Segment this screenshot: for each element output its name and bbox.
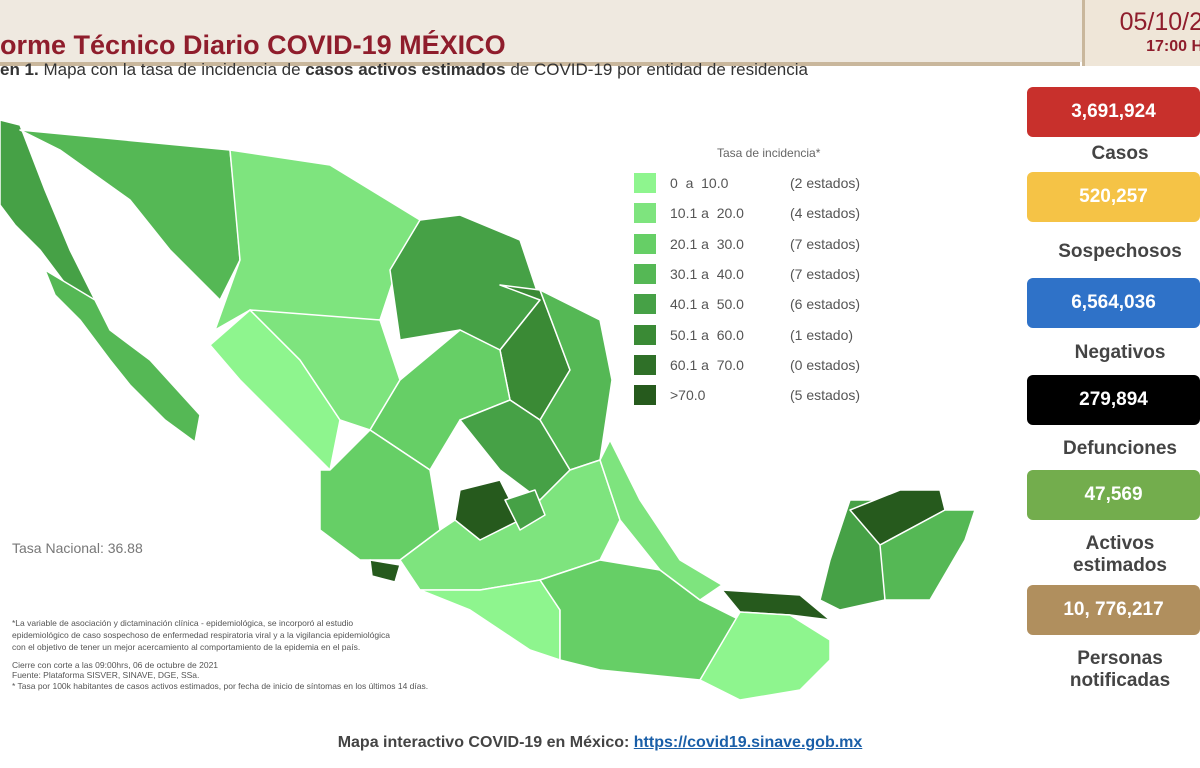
- stat-label: Personas notificadas: [1069, 648, 1171, 691]
- legend-range: 0 a 10.0: [670, 175, 729, 191]
- stat-label: Negativos: [1074, 342, 1166, 363]
- legend-count: (4 estados): [790, 205, 861, 222]
- stat-value: 6,564,036: [1027, 278, 1200, 328]
- subtitle-part: casos activos estimados: [305, 60, 506, 79]
- legend-range: 40.1 a 50.0: [670, 296, 744, 313]
- footnote: *La variable de asociación y dictaminaci…: [12, 618, 354, 628]
- legend-swatch: [634, 203, 656, 224]
- stat-value: 10, 776,217: [1027, 585, 1200, 635]
- legend-range: 30.1 a 40.0: [670, 265, 744, 282]
- title: orme Técnico Diario COVID-19 MÉXICO: [0, 30, 506, 60]
- legend-swatch: [634, 263, 656, 284]
- legend-count: (1 estado): [790, 326, 854, 343]
- legend-swatch: [634, 324, 656, 345]
- state: [369, 329, 511, 471]
- legend-swatch: [634, 233, 656, 254]
- legend-count: (2 estados): [790, 175, 861, 191]
- time: 17:00 H: [1146, 38, 1200, 55]
- header-band: [0, 0, 1200, 62]
- stat-label: Casos: [1091, 143, 1149, 164]
- date-box: 05/10/2 17:00 H: [1082, 0, 1200, 66]
- footnote: con el objetivo de tener un mejor acerca…: [12, 642, 361, 652]
- national-rate: Tasa Nacional: 36.88: [12, 540, 143, 556]
- legend-range: >70.0: [670, 387, 706, 404]
- header-rule: [0, 62, 1080, 66]
- state: [879, 509, 976, 601]
- footnote: epidemiológico de caso sospechoso de enf…: [12, 630, 390, 640]
- state: [504, 489, 546, 531]
- legend-title: Tasa de incidencia*: [717, 146, 821, 160]
- legend-swatch: [634, 294, 656, 315]
- state: [214, 149, 421, 331]
- state: [454, 479, 521, 541]
- footer-link[interactable]: https://covid19.sinave.gob.mx: [633, 734, 863, 751]
- legend-range: 10.1 a 20.0: [670, 205, 744, 222]
- stat-value: 47,569: [1027, 470, 1200, 520]
- stat-label: Activos estimados: [1073, 533, 1167, 576]
- state: [44, 269, 201, 443]
- subtitle-part: en 1.: [0, 60, 39, 79]
- footnote: Cierre con corte a las 09:00hrs, 06 de o…: [12, 660, 219, 670]
- footnote: * Tasa por 100k habitantes de casos acti…: [12, 681, 429, 691]
- legend-count: (5 estados): [790, 387, 861, 404]
- footer: Mapa interactivo COVID-19 en México: htt…: [0, 734, 1200, 752]
- state: [599, 439, 723, 601]
- legend-range: 50.1 a 60.0: [670, 326, 744, 343]
- state: [369, 559, 401, 583]
- legend-swatch: [634, 385, 656, 406]
- state: [849, 489, 946, 546]
- legend-range: 20.1 a 30.0: [670, 235, 744, 252]
- footer-text: Mapa interactivo COVID-19 en México:: [337, 734, 634, 751]
- stat-label: Defunciones: [1062, 438, 1178, 459]
- state: [699, 611, 831, 701]
- legend-count: (7 estados): [790, 265, 861, 282]
- footnote: Fuente: Plataforma SISVER, SINAVE, DGE, …: [12, 670, 200, 680]
- stat-value: 3,691,924: [1027, 87, 1200, 137]
- subtitle-part: Mapa con la tasa de incidencia de: [38, 60, 306, 79]
- date: 05/10/2: [1119, 8, 1200, 36]
- map: [0, 119, 976, 701]
- stat-value: 520,257: [1027, 172, 1200, 222]
- legend-count: (6 estados): [790, 296, 861, 313]
- legend-swatch: [634, 173, 656, 193]
- legend-count: (0 estados): [790, 356, 861, 373]
- stat-label: Sospechosos: [1058, 241, 1182, 262]
- state: [419, 579, 561, 661]
- subtitle-part: de COVID-19 por entidad de residencia: [505, 60, 808, 79]
- subtitle: en 1. Mapa con la tasa de incidencia de …: [0, 60, 808, 80]
- stat-value: 279,894: [1027, 375, 1200, 425]
- legend-count: (7 estados): [790, 235, 861, 252]
- legend-swatch: [634, 354, 656, 375]
- legend-range: 60.1 a 70.0: [670, 356, 744, 373]
